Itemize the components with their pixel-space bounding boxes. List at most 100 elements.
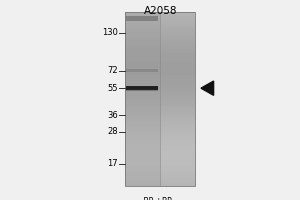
- Bar: [124, 75, 195, 77]
- Bar: [126, 90, 158, 91]
- Bar: [124, 125, 195, 127]
- Bar: [124, 145, 195, 147]
- Bar: [124, 158, 195, 160]
- Bar: [124, 73, 195, 75]
- Bar: [124, 103, 195, 106]
- Bar: [124, 162, 195, 164]
- Bar: [124, 79, 195, 82]
- Bar: [124, 77, 195, 79]
- Bar: [124, 112, 195, 114]
- Bar: [124, 38, 195, 40]
- Bar: [124, 147, 195, 149]
- Bar: [124, 106, 195, 108]
- Bar: [124, 36, 195, 38]
- Bar: [124, 160, 195, 162]
- Bar: [124, 140, 195, 142]
- Bar: [126, 86, 158, 87]
- Bar: [124, 129, 195, 132]
- Bar: [124, 164, 195, 166]
- Bar: [124, 29, 195, 32]
- Text: 130: 130: [102, 28, 118, 37]
- Bar: [124, 134, 195, 136]
- Bar: [124, 184, 195, 186]
- Bar: [124, 64, 195, 66]
- Bar: [124, 86, 195, 88]
- Bar: [124, 47, 195, 49]
- Bar: [124, 99, 195, 101]
- Bar: [124, 12, 195, 186]
- Bar: [124, 92, 195, 95]
- Bar: [124, 110, 195, 112]
- Bar: [124, 34, 195, 36]
- Bar: [124, 51, 195, 53]
- Bar: [126, 16, 158, 21]
- Bar: [124, 166, 195, 169]
- Bar: [126, 86, 158, 87]
- Bar: [124, 88, 195, 90]
- Bar: [124, 71, 195, 73]
- Bar: [124, 136, 195, 138]
- Bar: [124, 114, 195, 116]
- Bar: [124, 95, 195, 97]
- Bar: [124, 119, 195, 121]
- Bar: [124, 23, 195, 25]
- Bar: [124, 66, 195, 69]
- Bar: [124, 101, 195, 103]
- Bar: [124, 19, 195, 21]
- Bar: [124, 177, 195, 179]
- Bar: [124, 84, 195, 86]
- Bar: [124, 49, 195, 51]
- Bar: [124, 56, 195, 58]
- Bar: [124, 14, 195, 16]
- Polygon shape: [201, 81, 214, 95]
- Bar: [126, 89, 158, 90]
- Bar: [124, 132, 195, 134]
- Bar: [124, 138, 195, 140]
- Bar: [124, 179, 195, 182]
- Bar: [124, 69, 195, 71]
- Text: 72: 72: [107, 66, 118, 75]
- Bar: [124, 25, 195, 27]
- Bar: [124, 142, 195, 145]
- Bar: [124, 40, 195, 42]
- Bar: [124, 169, 195, 171]
- Bar: [124, 108, 195, 110]
- Text: 28: 28: [107, 127, 118, 136]
- Bar: [124, 116, 195, 119]
- Bar: [124, 53, 195, 56]
- Bar: [126, 87, 158, 88]
- Bar: [124, 60, 195, 62]
- Bar: [124, 58, 195, 60]
- Bar: [124, 153, 195, 156]
- Bar: [124, 123, 195, 125]
- Bar: [126, 87, 158, 88]
- Bar: [124, 42, 195, 45]
- Bar: [124, 82, 195, 84]
- Bar: [126, 88, 158, 89]
- Text: A2058: A2058: [144, 6, 177, 16]
- Text: 17: 17: [107, 159, 118, 168]
- Bar: [124, 12, 195, 14]
- Bar: [124, 97, 195, 99]
- Bar: [124, 16, 195, 19]
- Bar: [124, 21, 195, 23]
- Bar: [124, 173, 195, 175]
- Bar: [126, 69, 158, 72]
- Bar: [124, 27, 195, 29]
- Bar: [124, 156, 195, 158]
- Bar: [124, 171, 195, 173]
- Bar: [124, 149, 195, 151]
- Bar: [124, 175, 195, 177]
- Bar: [124, 62, 195, 64]
- Text: -BP +BP: -BP +BP: [141, 197, 172, 200]
- Bar: [124, 121, 195, 123]
- Bar: [124, 151, 195, 153]
- Bar: [124, 32, 195, 34]
- Text: 36: 36: [107, 111, 118, 120]
- Bar: [124, 182, 195, 184]
- Bar: [124, 45, 195, 47]
- Text: 55: 55: [107, 84, 118, 93]
- Bar: [124, 127, 195, 129]
- Bar: [126, 86, 158, 90]
- Bar: [124, 90, 195, 92]
